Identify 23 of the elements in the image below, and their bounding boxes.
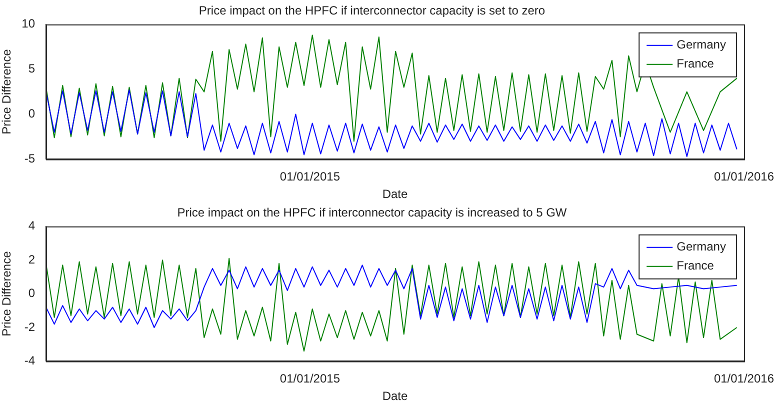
y-axis-title: Price Difference xyxy=(0,250,14,336)
x-tick-label: 01/01/2016 xyxy=(714,170,774,184)
y-tick-label: -4 xyxy=(24,354,36,368)
y-tick-label: 0 xyxy=(28,106,36,121)
x-axis-title: Date xyxy=(382,389,408,404)
chart-title: Price impact on the HPFC if interconnector capacity is increased to 5 GW xyxy=(177,206,568,220)
x-axis-title: Date xyxy=(382,187,408,202)
y-tick-label: -2 xyxy=(24,320,36,334)
x-tick-label: 01/01/2015 xyxy=(280,170,340,184)
y-axis-title: Price Difference xyxy=(0,48,14,134)
legend-label: Germany xyxy=(676,38,726,52)
y-tick-label: 10 xyxy=(22,16,36,31)
x-tick-label: 01/01/2015 xyxy=(280,372,340,386)
y-tick-label: 2 xyxy=(28,252,36,266)
legend-label: France xyxy=(676,258,714,273)
legend-label: France xyxy=(676,56,714,71)
legend-label: Germany xyxy=(676,240,726,254)
y-tick-label: 5 xyxy=(28,62,36,76)
x-tick-label: 01/01/2016 xyxy=(714,372,774,386)
y-tick-label: -5 xyxy=(24,152,36,166)
y-tick-label: 4 xyxy=(28,218,36,233)
y-tick-label: 0 xyxy=(28,286,36,300)
chart-title: Price impact on the HPFC if interconnector capacity is set to zero xyxy=(198,4,546,18)
